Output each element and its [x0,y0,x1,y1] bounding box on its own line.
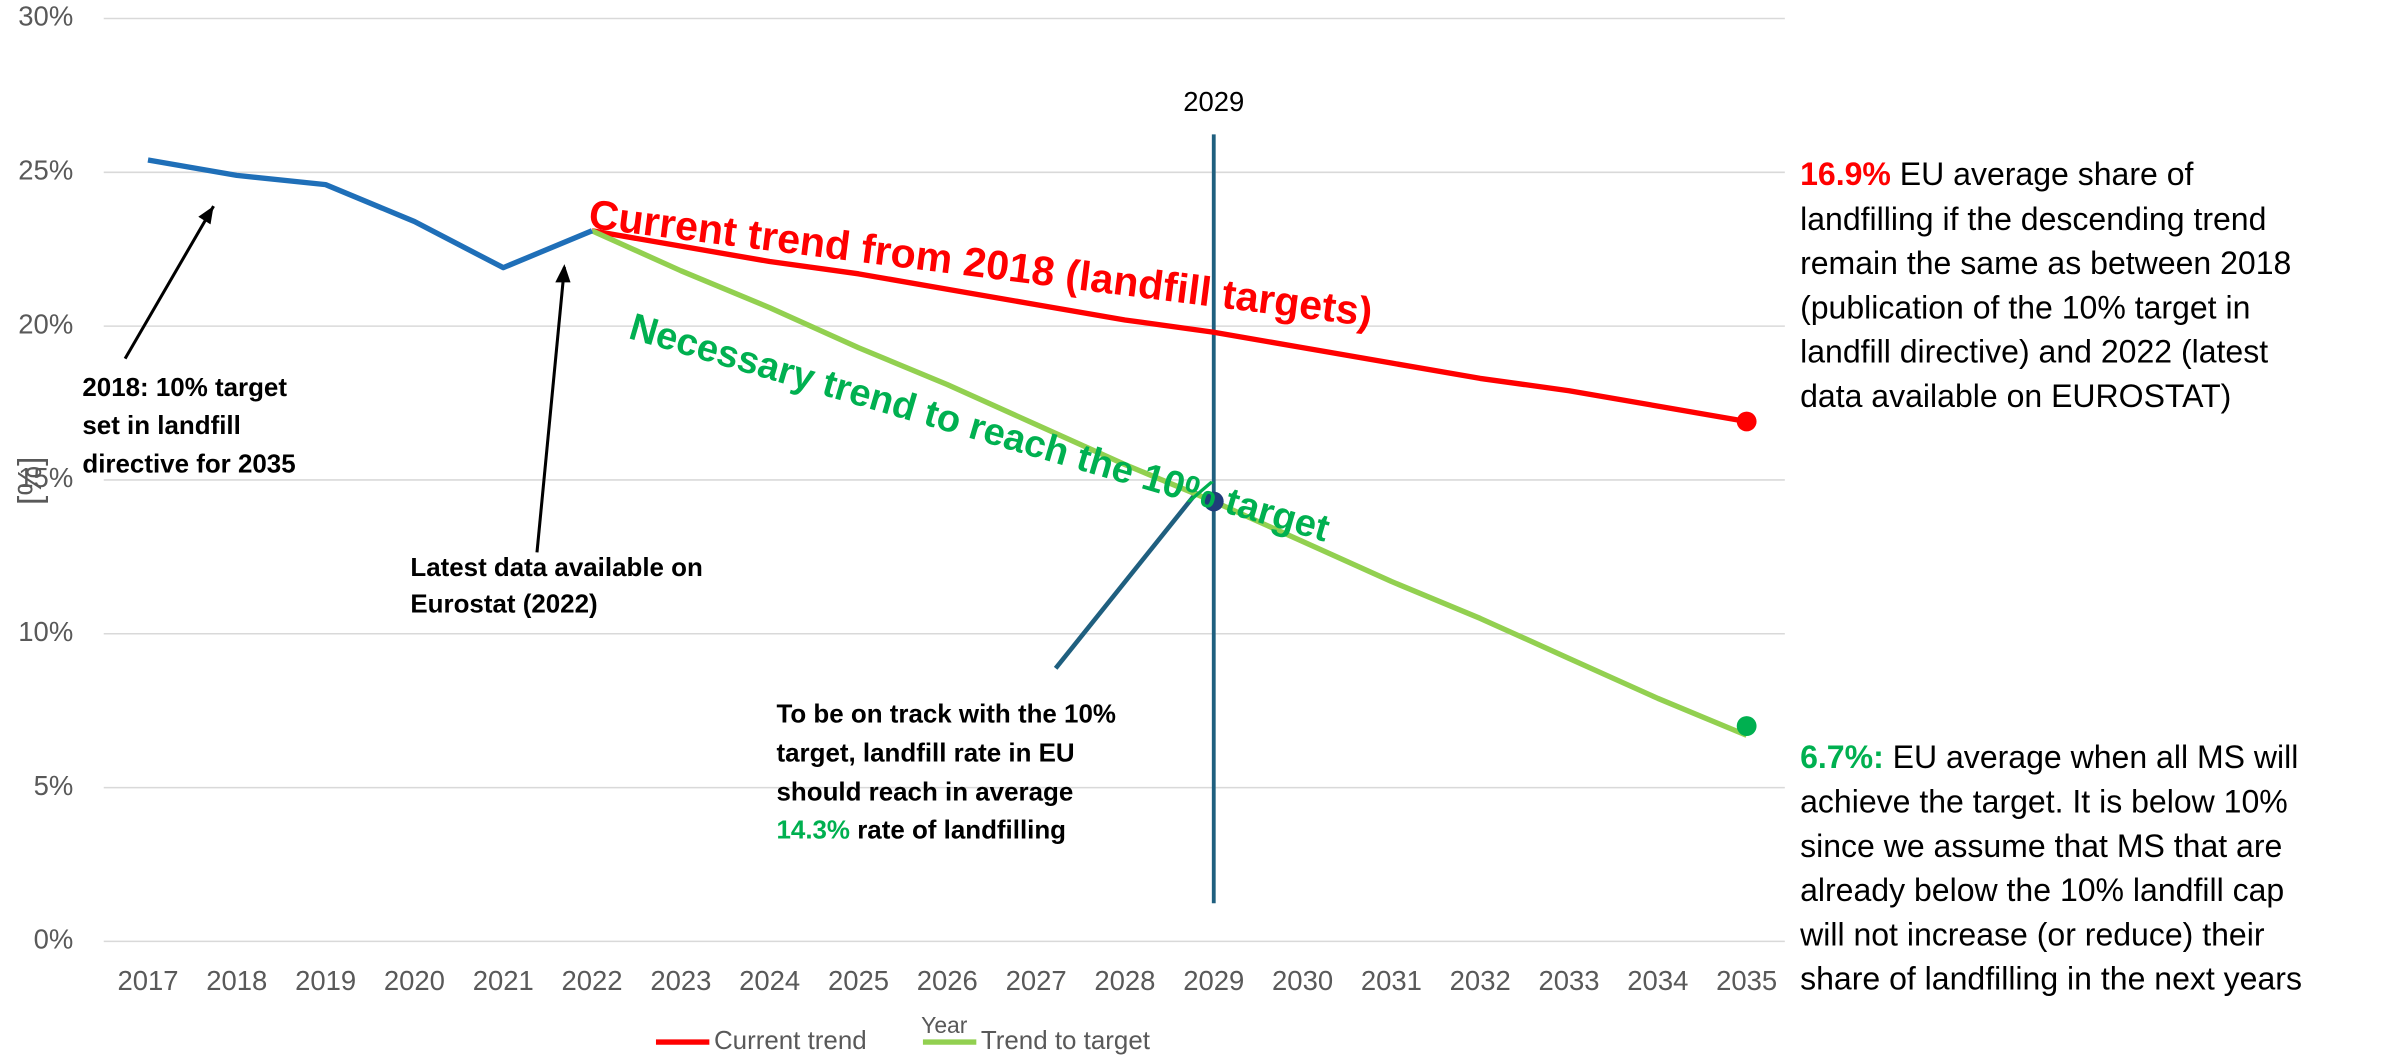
marker-label: 2029 [1183,86,1244,117]
y-tick-label: 20% [18,308,73,339]
arrow [123,205,215,360]
note-highlight: 6.7%: [1800,739,1884,775]
arrow [1053,489,1200,670]
y-axis-label: [%] [12,456,49,504]
annotation: target, landfill rate in EU [776,739,1074,767]
x-tick-label: 2024 [739,965,800,996]
note: (publication of the 10% target in [1800,289,2250,325]
note: since we assume that MS that are [1800,828,2282,864]
x-tick-label: 2031 [1361,965,1422,996]
x-tick-label: 2019 [295,965,356,996]
note: landfilling if the descending trend [1800,201,2266,237]
annotation: 2018: 10% target [82,374,287,402]
line-series [591,228,1748,425]
arrowhead [555,264,571,283]
trend-label: Current trend from 2018 (landfill target… [586,191,1375,336]
x-axis-label: Year [921,1012,968,1038]
x-tick-label: 2027 [1006,965,1067,996]
note: EU average share of [1891,157,2194,193]
x-tick-label: 2032 [1450,965,1511,996]
x-tick-label: 2018 [206,965,267,996]
x-tick-label: 2029 [1183,965,1244,996]
note: data available on EUROSTAT) [1800,378,2231,414]
point [1736,411,1757,432]
x-tick-label: 2033 [1538,965,1599,996]
note: already below the 10% landfill cap [1800,872,2284,908]
note-highlight: 16.9% [1800,157,1891,193]
x-tick-label: 2030 [1272,965,1333,996]
annotation: rate of landfilling [850,816,1066,844]
x-tick-label: 2034 [1627,965,1688,996]
x-tick-label: 2023 [650,965,711,996]
note: share of landfilling in the next years [1800,961,2302,997]
x-tick-label: 2022 [562,965,623,996]
note: remain the same as between 2018 [1800,245,2291,281]
note: will not increase (or reduce) their [1799,916,2265,952]
note: landfill directive) and 2022 (latest [1800,334,2268,370]
annotation: Eurostat (2022) [410,591,597,619]
x-tick-label: 2025 [828,965,889,996]
y-tick-label: 15% [18,462,73,493]
note: 16.9% EU average share of [1800,157,2193,193]
y-tick-label: 0% [34,924,74,955]
x-tick-label: 2020 [384,965,445,996]
annotation: To be on track with the 10% [776,700,1115,728]
annotation: 14.3% rate of landfilling [776,816,1066,844]
annotation-value: 14.3% [776,816,850,844]
x-tick-label: 2028 [1094,965,1155,996]
y-tick-label: 5% [34,770,74,801]
point [1736,716,1757,736]
y-tick-label: 10% [18,616,73,647]
x-tick-label: 2035 [1716,965,1777,996]
note: 6.7%: EU average when all MS will [1800,739,2298,775]
point [1203,491,1224,512]
x-tick-label: 2021 [473,965,534,996]
annotation: Latest data available on [410,554,702,582]
y-tick-label: 25% [18,155,73,186]
arrow [535,266,566,553]
legend-label: Current trend [714,1027,867,1055]
annotation: should reach in average [776,778,1073,806]
note: EU average when all MS will [1884,739,2299,775]
line-series [147,157,594,271]
y-tick-label: 30% [18,1,73,32]
trend-label: Necessary trend to reach the 10% target [625,305,1335,550]
x-tick-label: 2026 [917,965,978,996]
x-tick-label: 2017 [117,965,178,996]
annotation: set in landfill [82,412,240,440]
annotation: directive for 2035 [82,450,295,478]
legend-label: Trend to target [981,1027,1151,1055]
note: achieve the target. It is below 10% [1800,784,2288,820]
line-series [590,228,1748,738]
arrowhead [198,206,214,225]
